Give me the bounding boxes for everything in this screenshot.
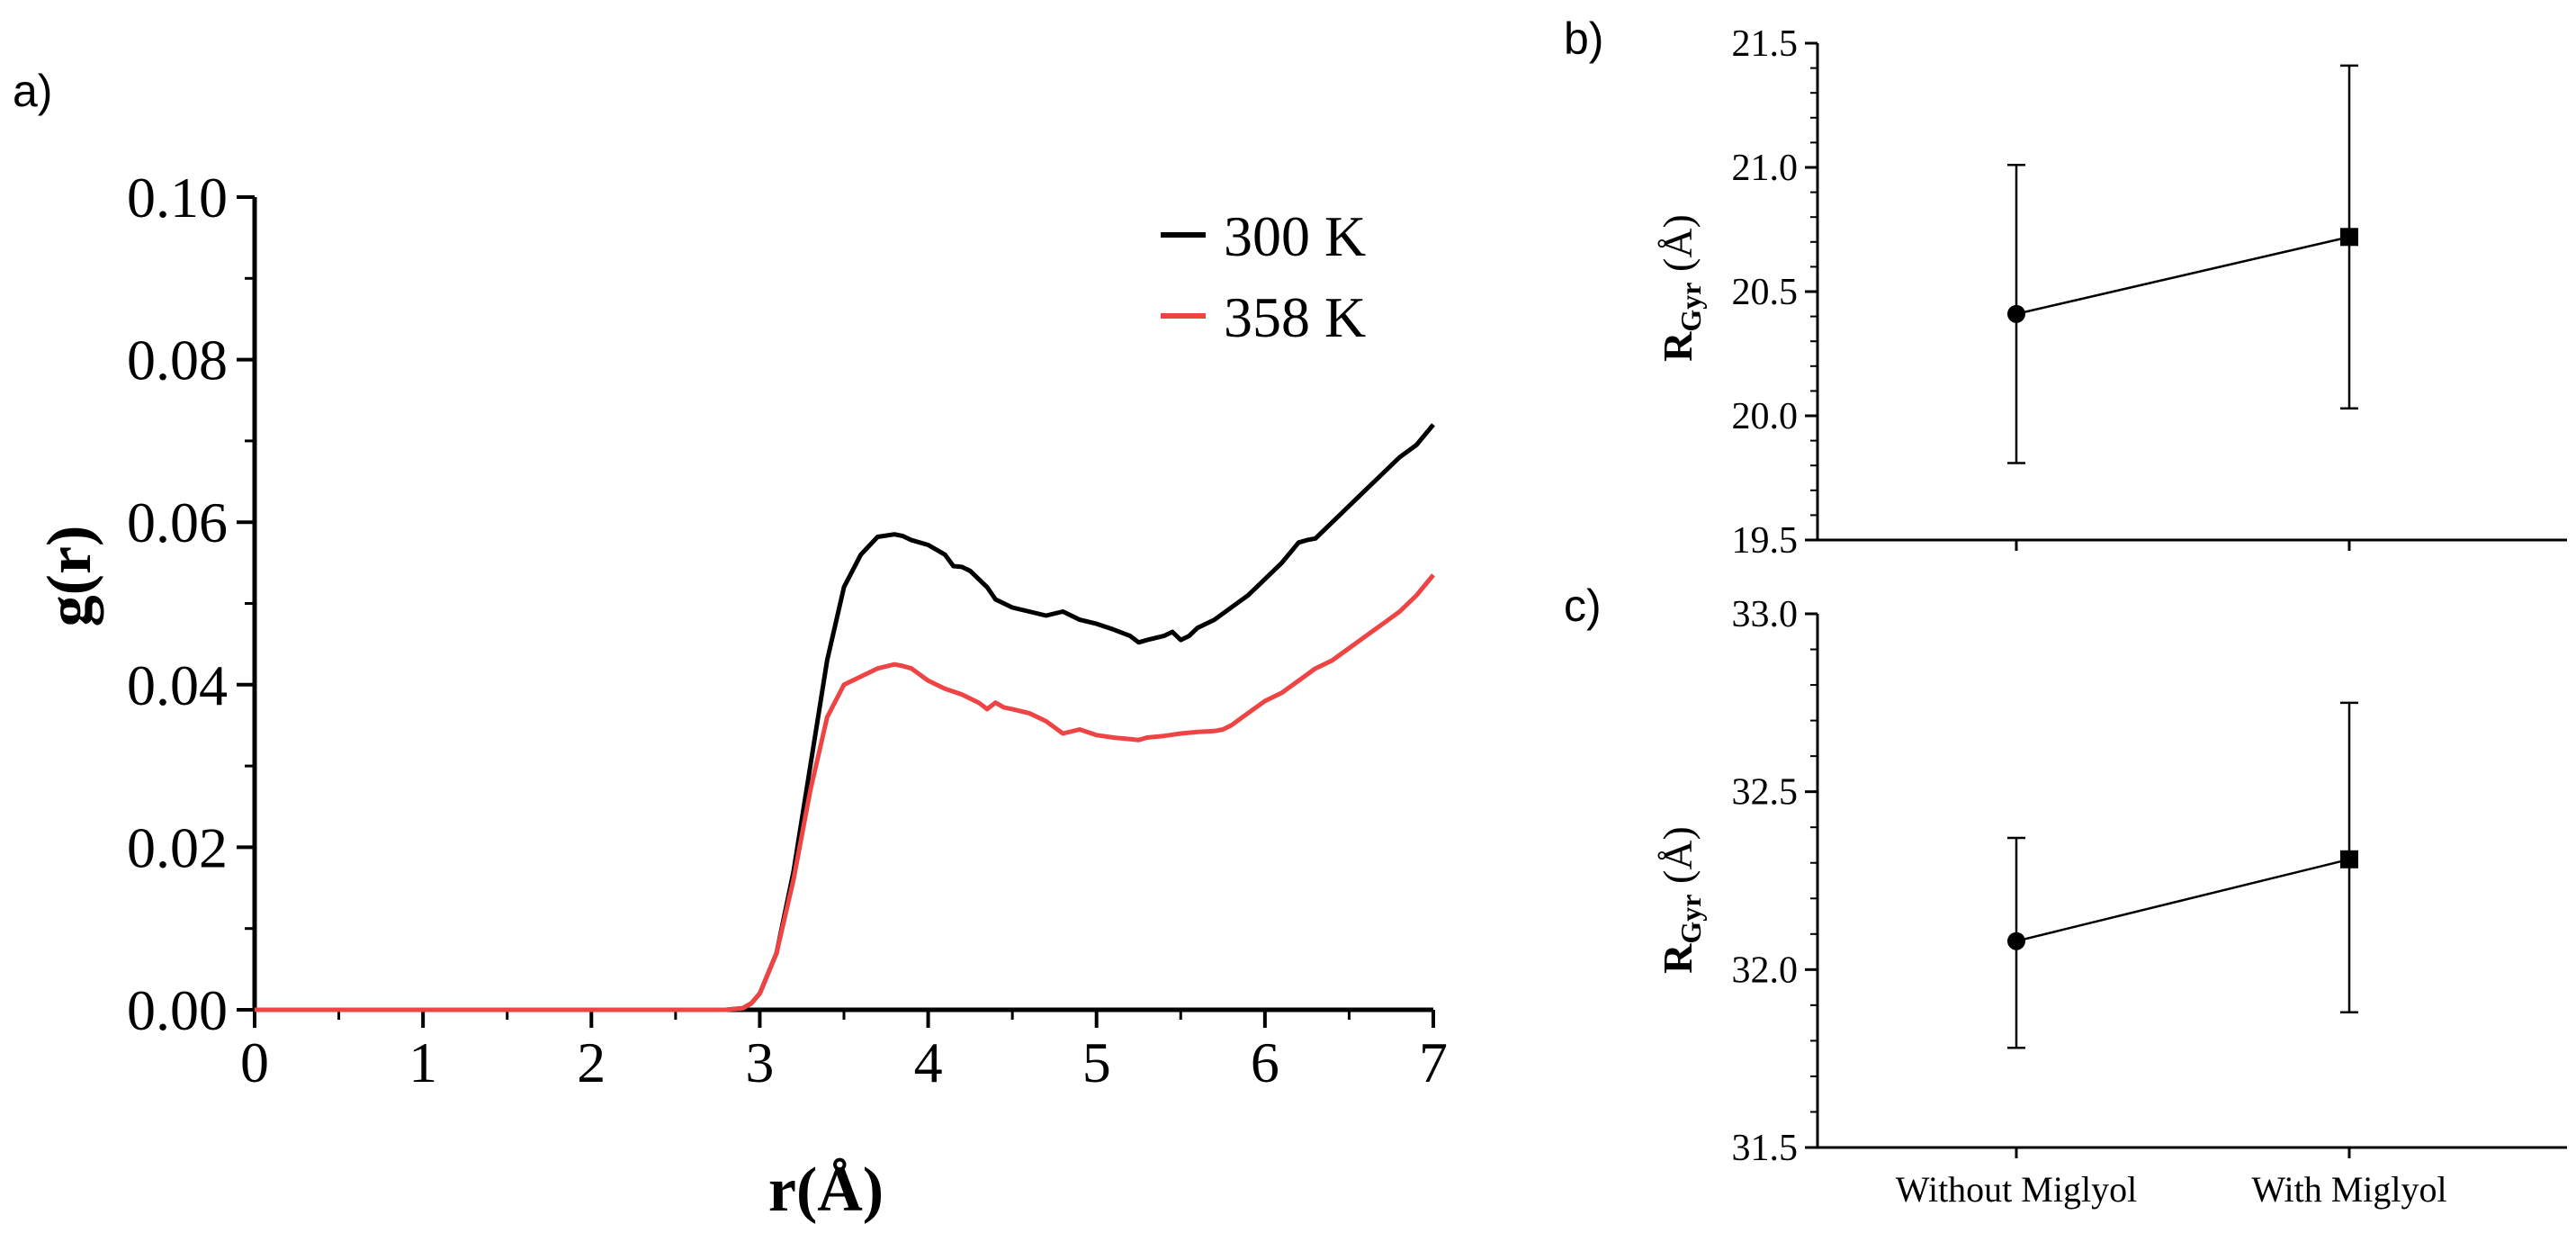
panel-b-y-tick-label: 20.0 [1732,396,1799,437]
panel-c-x-tick-label: Without Miglyol [1896,1169,2137,1210]
panel-b-y-tick-label: 19.5 [1732,520,1799,562]
panel-a-x-tick-label: 7 [1419,1030,1448,1094]
panel-a-chart: 0 1 2 3 4 5 6 7 0.00 0.02 0.04 0.06 0.08 0.10 300 K 35… [35,166,1448,1225]
panel-label-c: c) [1564,580,1602,631]
panel-a-y-tick-label: 0.00 [127,978,228,1042]
panel-b-axes: 19.5 20.0 20.5 21.0 21.5 [1732,23,2567,562]
panel-a-y-tick-label: 0.02 [127,815,228,879]
panel-c-chart: 31.5 32.0 32.5 33.0 Without Miglyol With Migl… [1655,594,2567,1210]
panel-a-legend-label: 358 K [1224,285,1366,349]
panel-c-y-tick-label: 31.5 [1732,1128,1799,1169]
panel-a-y-tick-label: 0.08 [127,328,228,392]
panel-a-series-line-300k [255,423,1435,1012]
panel-a-x-tick-label: 0 [240,1030,269,1094]
panel-a-x-tick-label: 2 [577,1030,606,1094]
panel-c-ylabel-main: R [1655,943,1701,974]
panel-c-point-square [2340,850,2358,868]
panel-b-marks [2007,64,2358,464]
panel-c-y-tick-label: 33.0 [1732,594,1799,635]
panel-a-y-tick-label: 0.10 [127,166,228,230]
panel-b-y-tick-label: 21.0 [1732,148,1799,189]
panel-a-x-tick-label: 5 [1082,1030,1111,1094]
panel-a-x-tick-label: 1 [408,1030,437,1094]
panel-a-y-axis-label: g(r) [35,526,104,627]
panel-label-a: a) [13,66,52,116]
panel-b-point-square [2340,228,2358,247]
panel-c-marks [2007,701,2358,1049]
panel-a-legend-label: 300 K [1224,204,1366,268]
panel-a-series [255,423,1435,1012]
panel-a-legend: 300 K 358 K [1161,204,1366,349]
panel-label-b: b) [1564,14,1603,64]
panel-c-y-axis-label: RGyr (Å) [1655,826,1707,974]
panel-c-x-tick-label: With Miglyol [2251,1169,2446,1210]
panel-b-point-circle [2007,304,2025,323]
panel-c-point-circle [2007,932,2025,950]
panel-c-connector-line [2015,858,2350,942]
panel-a-x-tick-label: 6 [1251,1030,1279,1094]
panel-a-x-axis-label: r(Å) [768,1156,884,1225]
panel-b-y-tick-label: 21.5 [1732,23,1799,65]
panel-a-x-tick-label: 3 [745,1030,774,1094]
panel-b-connector-line [2015,236,2350,316]
panel-c-ylabel-unit: (Å) [1655,826,1701,894]
panel-b-ylabel-main: R [1655,331,1701,362]
panel-a-y-tick-label: 0.06 [127,490,228,554]
panel-a-x-tick-label: 4 [914,1030,943,1094]
panel-b-y-tick-label: 20.5 [1732,272,1799,313]
panel-b-chart: 19.5 20.0 20.5 21.0 21.5 RGyr (Å) [1655,23,2567,562]
panel-c-y-tick-label: 32.5 [1732,772,1799,814]
panel-a-axes: 0 1 2 3 4 5 6 7 0.00 0.02 0.04 0.06 0.08 0.10 [127,166,1448,1094]
panel-b-ylabel-unit: (Å) [1655,214,1701,282]
panel-a-series-line-358k [255,573,1435,1012]
panel-c-axes: 31.5 32.0 32.5 33.0 Without Miglyol With Migl… [1732,594,2567,1210]
panel-c-y-tick-label: 32.0 [1732,950,1799,991]
panel-c-ylabel-sub: Gyr [1674,895,1707,944]
panel-b-ylabel-sub: Gyr [1674,283,1707,332]
panel-b-y-axis-label: RGyr (Å) [1655,214,1707,362]
panel-a-y-tick-label: 0.04 [127,653,228,717]
